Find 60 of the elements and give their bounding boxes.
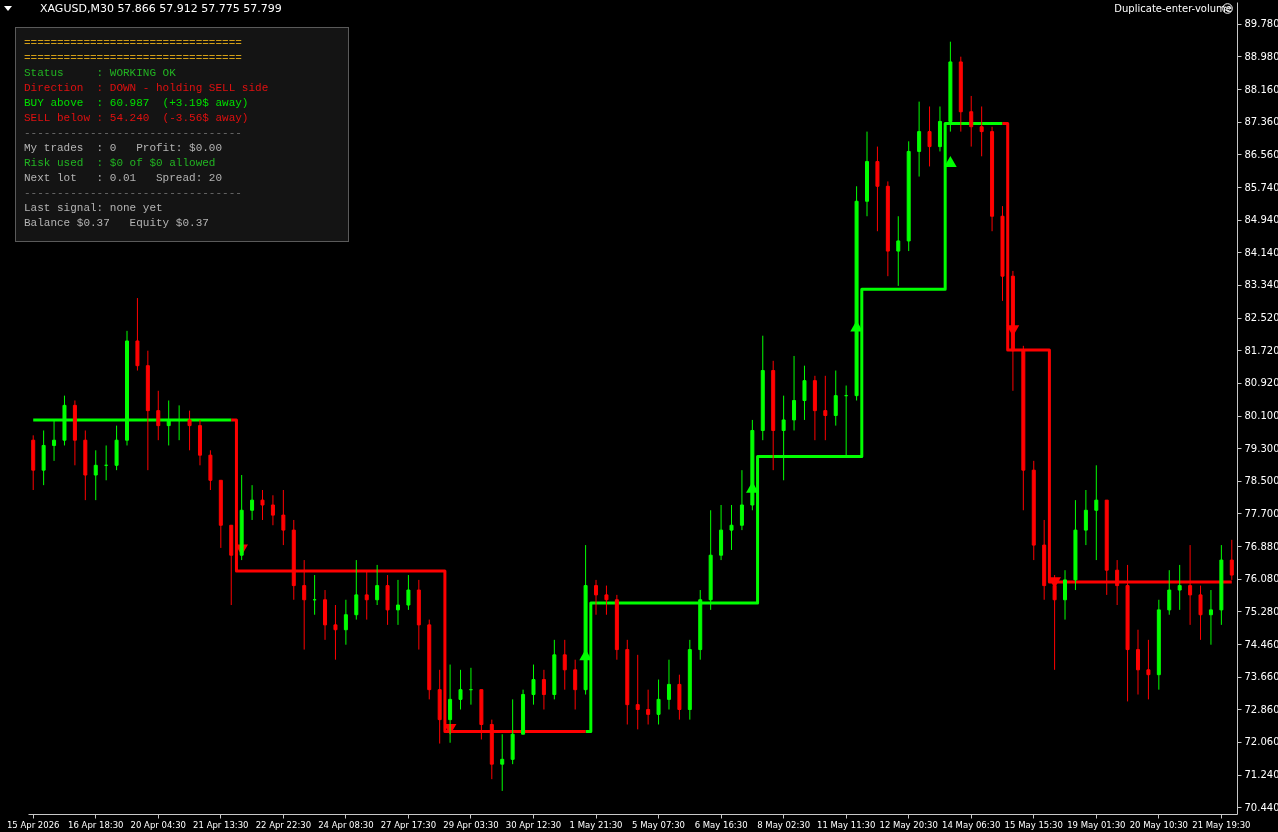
y-tick-label: 83.340	[1244, 279, 1278, 291]
annotation: Status : WORKING OK	[24, 66, 177, 81]
x-tick-label: 29 Apr 03:30	[443, 819, 499, 830]
y-tick-label: 82.520	[1244, 312, 1278, 324]
x-tick-label: 16 Apr 18:30	[68, 819, 124, 830]
x-tick-label: 14 May 06:30	[942, 819, 1001, 830]
x-tick-label: 11 May 11:30	[817, 819, 876, 830]
y-tick-label: 72.060	[1244, 736, 1278, 748]
y-tick-label: 86.560	[1244, 148, 1278, 160]
x-tick-label: 20 May 10:30	[1129, 819, 1188, 830]
y-tick-label: 85.740	[1244, 181, 1278, 193]
x-tick-label: 20 Apr 04:30	[130, 819, 186, 830]
annotation: Risk used : $0 of $0 allowed	[24, 156, 217, 171]
annotation: Next lot : 0.01 Spread: 20	[24, 171, 224, 186]
x-tick-label: 15 Apr 2026	[6, 819, 60, 830]
y-tick-label: 70.440	[1244, 801, 1278, 813]
chart-title: XAGUSD,M30 57.866 57.912 57.775 57.799	[40, 2, 282, 15]
y-tick-label: 84.140	[1244, 246, 1278, 258]
x-tick-label: 1 May 21:30	[569, 819, 623, 830]
annotation: Balance $0.37 Equity $0.37	[24, 216, 210, 231]
y-tick-label: 80.920	[1244, 377, 1278, 389]
y-tick-label: 80.100	[1244, 410, 1278, 422]
y-tick-label: 76.880	[1244, 540, 1278, 552]
y-tick-label: 76.080	[1244, 573, 1278, 585]
x-tick-label: 30 Apr 12:30	[505, 819, 562, 830]
x-tick-label: 21 May 19:30	[1192, 819, 1251, 830]
annotation: Direction : DOWN - holding SELL side	[24, 81, 270, 96]
y-tick-label: 88.160	[1244, 83, 1278, 95]
y-tick-label: 73.660	[1244, 671, 1278, 683]
annotation: ---------------------------------	[24, 186, 243, 201]
y-tick-label: 74.460	[1244, 638, 1278, 650]
x-tick-label: 12 May 20:30	[879, 819, 938, 830]
y-tick-label: 84.940	[1244, 214, 1278, 226]
x-tick-label: 24 Apr 08:30	[318, 819, 374, 830]
y-tick-label: 72.860	[1244, 703, 1278, 715]
x-tick-label: 8 May 02:30	[757, 819, 811, 830]
annotation: =================================	[24, 36, 243, 51]
y-tick-label: 75.280	[1244, 605, 1278, 617]
y-tick-label: 77.700	[1244, 507, 1278, 519]
y-tick-label: 88.980	[1244, 50, 1278, 62]
x-tick-label: 19 May 01:30	[1067, 819, 1126, 830]
y-tick-label: 78.500	[1244, 475, 1278, 487]
annotation: BUY above : 60.987 (+3.19$ away)	[24, 96, 250, 111]
y-tick-label: 87.360	[1244, 116, 1278, 128]
annotation: Duplicate-enter-volume	[1114, 3, 1232, 14]
y-tick-label: 71.240	[1244, 769, 1278, 781]
y-tick-label: 89.780	[1244, 18, 1278, 30]
annotation: =================================	[24, 51, 243, 66]
x-tick-label: 22 Apr 22:30	[255, 819, 312, 830]
x-tick-label: 5 May 07:30	[632, 819, 685, 830]
y-tick-label: 81.720	[1244, 344, 1278, 356]
x-tick-label: 15 May 15:30	[1004, 819, 1063, 830]
x-tick-label: 27 Apr 17:30	[380, 819, 437, 830]
annotation: Last signal: none yet	[24, 201, 164, 216]
x-tick-label: 6 May 16:30	[694, 819, 748, 830]
annotation: SELL below : 54.240 (-3.56$ away)	[24, 111, 250, 126]
annotation: My trades : 0 Profit: $0.00	[24, 141, 224, 156]
y-tick-label: 79.300	[1244, 442, 1278, 454]
x-tick-label: 21 Apr 13:30	[193, 819, 249, 830]
annotation: ---------------------------------	[24, 126, 243, 141]
